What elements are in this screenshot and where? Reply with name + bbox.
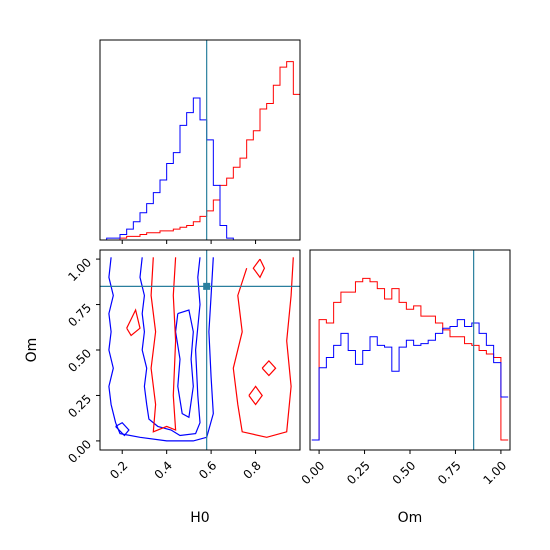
contour-series-0-level-1 <box>139 257 201 437</box>
x-axis-label-om: Om <box>398 510 423 526</box>
y-tick-label-4: 1.00 <box>65 255 94 284</box>
truth-point-marker <box>203 282 211 290</box>
contour-series-0-level-0 <box>108 257 214 442</box>
contour-series-1-level-0 <box>150 257 177 433</box>
panel-frame <box>99 39 301 241</box>
x-tick-label-3: 0.8 <box>240 458 263 481</box>
contour-series-0-level-3 <box>115 421 130 437</box>
x-tick-label-4: 1.00 <box>480 458 509 487</box>
h0-om-contour-panel: 0.2 0.4 0.6 0.8 0.00 0.25 0.50 0.75 1.00 <box>65 249 301 482</box>
contour-series-1-level-2 <box>126 308 141 337</box>
contour-series-1-level-5 <box>261 360 277 377</box>
histogram-series-0 <box>100 61 301 241</box>
contour-lines <box>108 257 294 442</box>
contour-series-1-level-4 <box>248 385 263 406</box>
x-tick-label-1: 0.25 <box>344 458 373 487</box>
y-tick-label-2: 0.50 <box>65 346 94 375</box>
x-tick-label-2: 0.50 <box>390 458 419 487</box>
x-tick-label-3: 0.75 <box>435 458 464 487</box>
histogram-series-0 <box>311 277 509 441</box>
x-tick-label-0: 0.00 <box>299 458 328 487</box>
x-axis-label-h0: H0 <box>190 510 209 526</box>
x-tick-label-1: 0.4 <box>152 458 175 481</box>
contour-series-1-level-1 <box>232 257 294 438</box>
y-tick-label-3: 0.75 <box>65 301 94 330</box>
contour-series-0-level-2 <box>174 309 194 419</box>
y-tick-label-1: 0.25 <box>65 392 94 421</box>
y-tick-label-0: 0.00 <box>65 437 94 466</box>
panel-frame <box>309 249 511 451</box>
y-axis-label-om: Om <box>24 338 40 363</box>
contour-series-1-level-3 <box>252 258 266 279</box>
x-tick-label-2: 0.6 <box>196 458 219 481</box>
x-tick-label-0: 0.2 <box>107 458 130 481</box>
h0-marginal-histogram <box>99 39 301 244</box>
om-marginal-histogram: 0.00 0.25 0.50 0.75 1.00 <box>299 249 511 487</box>
histogram-series-1 <box>311 319 509 441</box>
